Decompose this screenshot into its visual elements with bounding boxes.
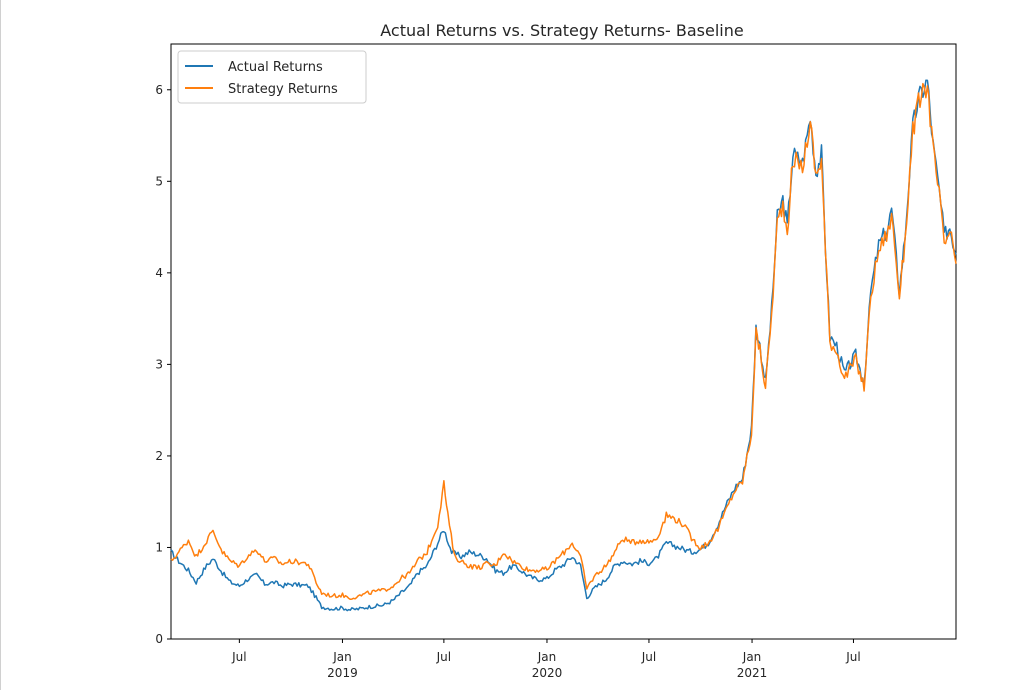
- plot-area: [170, 43, 957, 640]
- legend: Actual Returns Strategy Returns: [177, 50, 367, 104]
- y-axis: 0 1 2 3 4 5 6: [155, 83, 171, 646]
- legend-label-actual-returns: Actual Returns: [228, 60, 323, 75]
- y-tick-label: 6: [155, 83, 163, 97]
- x-tick-label: Jan: [742, 650, 762, 664]
- x-tick-label: Jul: [641, 650, 656, 664]
- x-tick-label: Jul: [231, 650, 246, 664]
- y-tick-label: 1: [155, 540, 163, 554]
- y-tick-label: 5: [155, 174, 163, 188]
- legend-box: [177, 50, 367, 104]
- x-tick-year-label: 2019: [327, 666, 358, 680]
- x-axis: Jul Jan 2019 Jul Jan 2020 Jul Jan 2021 Jul: [231, 639, 861, 680]
- x-tick-year-label: 2021: [737, 666, 768, 680]
- x-tick-label: Jul: [436, 650, 451, 664]
- y-tick-label: 4: [155, 266, 163, 280]
- notebook-cell-border: [0, 0, 1, 690]
- y-tick-label: 2: [155, 449, 163, 463]
- x-tick-label: Jan: [537, 650, 557, 664]
- y-tick-label: 0: [155, 632, 163, 646]
- series-group: [170, 79, 957, 612]
- legend-label-strategy-returns: Strategy Returns: [228, 82, 338, 97]
- chart-title: Actual Returns vs. Strategy Returns- Bas…: [380, 21, 743, 40]
- x-tick-year-label: 2020: [532, 666, 563, 680]
- series-line-strategy-returns: [170, 82, 957, 601]
- y-tick-label: 3: [155, 357, 163, 371]
- x-tick-label: Jan: [332, 650, 352, 664]
- x-tick-label: Jul: [845, 650, 860, 664]
